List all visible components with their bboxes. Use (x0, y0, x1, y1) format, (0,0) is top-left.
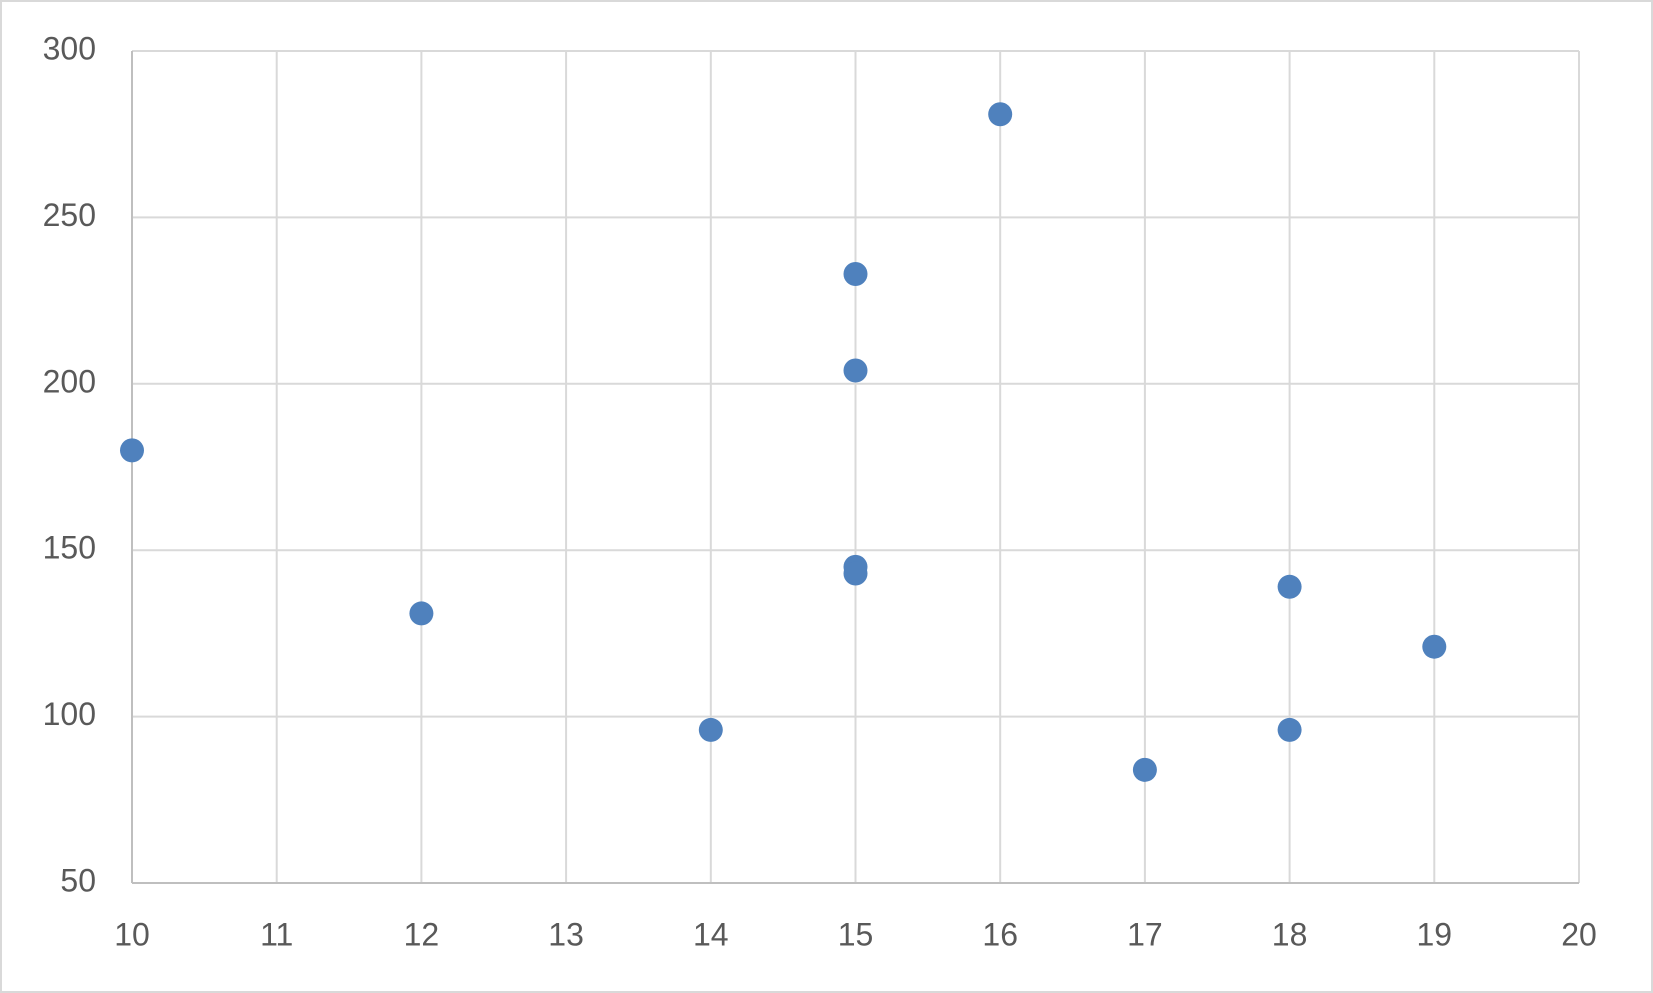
y-tick-label: 150 (43, 530, 96, 566)
point (1277, 717, 1302, 742)
x-tick-label: 13 (548, 916, 584, 952)
point (843, 261, 868, 286)
y-tick-label: 250 (43, 197, 96, 233)
y-tick-label: 300 (43, 30, 96, 66)
point (1422, 634, 1447, 659)
x-tick-label: 14 (693, 916, 729, 952)
x-tick-label: 16 (982, 916, 1018, 952)
x-tick-label: 19 (1417, 916, 1453, 952)
x-tick-label: 17 (1127, 916, 1163, 952)
x-tick-label: 15 (838, 916, 874, 952)
x-tick-label: 18 (1272, 916, 1308, 952)
y-tick-label: 100 (43, 696, 96, 732)
point (698, 717, 723, 742)
point (409, 601, 434, 626)
x-tick-label: 10 (114, 916, 150, 952)
point (988, 102, 1013, 127)
point (843, 358, 868, 383)
y-tick-label: 50 (60, 862, 96, 898)
x-tick-label: 20 (1561, 916, 1597, 952)
point (1277, 574, 1302, 599)
point (120, 438, 144, 463)
y-tick-label: 200 (43, 363, 96, 399)
point (1132, 757, 1157, 782)
x-tick-label: 12 (404, 916, 440, 952)
x-tick-label: 11 (260, 916, 293, 952)
point (843, 561, 868, 586)
